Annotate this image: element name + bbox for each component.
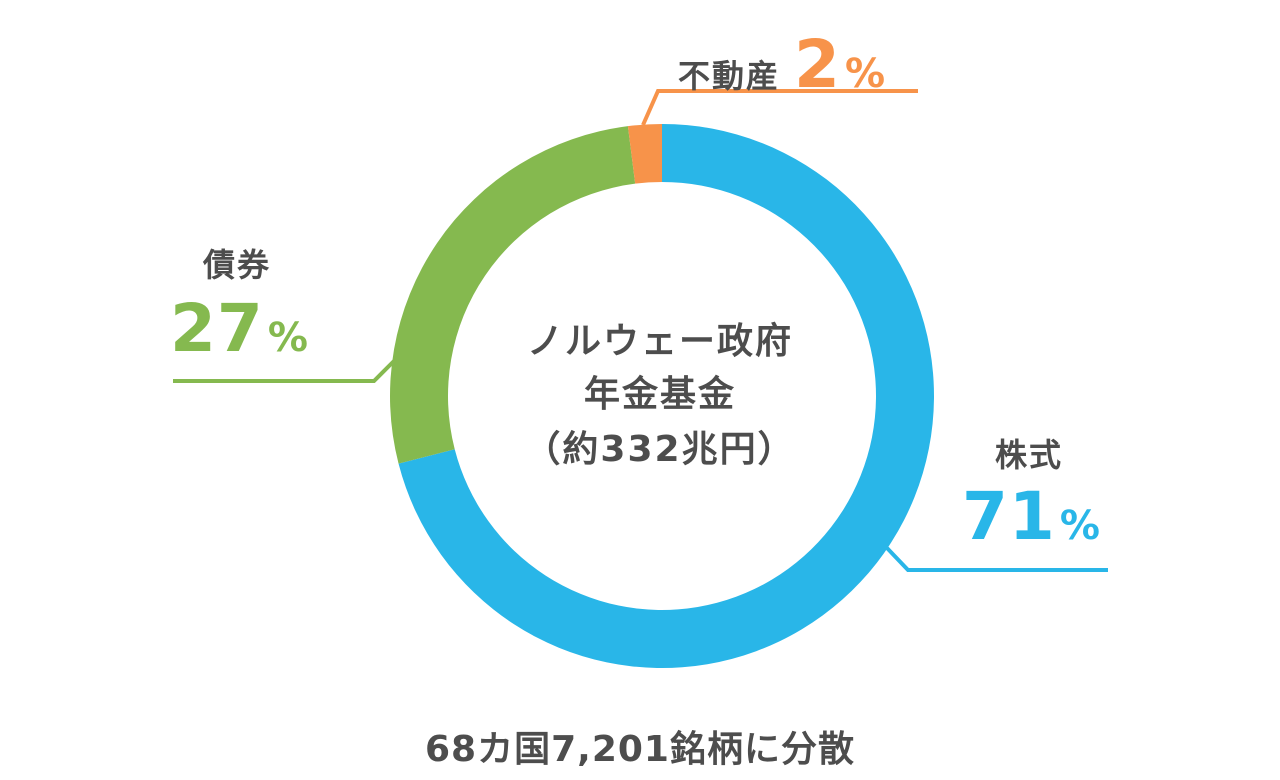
label-stocks-value: 71% <box>962 478 1101 555</box>
label-bonds-name: 債券 <box>203 246 272 284</box>
slice-realestate <box>627 124 662 184</box>
leader-line-realestate <box>641 89 918 126</box>
center-label-line-2: 年金基金 <box>583 374 736 415</box>
leader-line-bonds <box>173 358 397 383</box>
label-stocks-name: 株式 <box>995 436 1064 474</box>
donut-slices <box>390 124 934 668</box>
chart-caption: 68カ国7,201銘柄に分散 <box>425 729 855 770</box>
leader-line-stocks <box>885 546 1108 572</box>
center-label-line-1: ノルウェー政府 <box>526 321 793 362</box>
label-realestate: 不動産 2% <box>678 26 886 103</box>
label-realestate-name: 不動産 <box>678 57 781 95</box>
label-realestate-value: 2% <box>794 26 887 103</box>
slice-bonds <box>390 126 636 464</box>
label-bonds-value: 27% <box>170 290 309 367</box>
center-label-line-3: （約332兆円） <box>524 429 796 470</box>
